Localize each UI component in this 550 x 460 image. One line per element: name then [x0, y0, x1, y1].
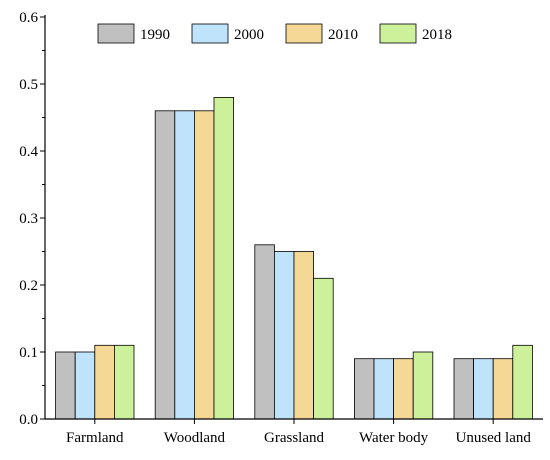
- legend-item-2000: 2000: [191, 23, 264, 44]
- legend-swatch-1990: [97, 23, 135, 44]
- legend-swatch-2000: [191, 23, 229, 44]
- y-tick-label-0-1: 0.1: [19, 345, 38, 361]
- bar-woodland-2000: [174, 110, 195, 420]
- legend-swatch-2018: [379, 23, 417, 44]
- bar-water-body-2010: [393, 358, 414, 420]
- bar-woodland-2010: [193, 110, 215, 420]
- bar-grassland-2010: [293, 251, 315, 420]
- y-tick-label-0-6: 0.6: [19, 10, 38, 26]
- axes-group: Farmland Woodland Grassland Water body Unuse…: [19, 10, 543, 446]
- legend-label-2010: 2010: [328, 27, 358, 43]
- y-tick-label-0-3: 0.3: [19, 211, 38, 227]
- bar-unused-land-2018: [512, 344, 533, 420]
- bar-unused-land-2000: [473, 358, 494, 420]
- bar-woodland-2018: [213, 97, 235, 420]
- bar-farmland-2000: [74, 351, 96, 420]
- bars-group: [55, 97, 533, 420]
- bar-farmland-1990: [55, 351, 76, 420]
- legend-item-2010: 2010: [285, 23, 358, 44]
- bar-water-body-1990: [353, 358, 375, 420]
- legend-label-1990: 1990: [140, 27, 170, 43]
- y-tick-label-0-4: 0.4: [19, 144, 38, 160]
- bar-farmland-2010: [94, 344, 115, 420]
- bar-grassland-2000: [273, 251, 295, 420]
- x-tick-label-woodland: Woodland: [164, 430, 226, 446]
- y-tick-label-0-2: 0.2: [19, 278, 38, 294]
- bar-farmland-2018: [114, 344, 135, 420]
- bar-woodland-1990: [154, 110, 176, 420]
- bar-grassland-2018: [313, 277, 334, 420]
- y-tick-label-0-5: 0.5: [19, 77, 38, 93]
- bar-unused-land-2010: [492, 358, 514, 420]
- legend-swatch-2010: [285, 23, 323, 44]
- bar-water-body-2000: [373, 358, 395, 420]
- x-tick-label-grassland: Grassland: [264, 430, 324, 446]
- bar-water-body-2018: [412, 351, 434, 420]
- legend-label-2018: 2018: [422, 27, 452, 43]
- bar-grassland-1990: [254, 244, 275, 420]
- x-tick-label-unused-land: Unused land: [455, 430, 531, 446]
- legend-item-1990: 1990: [97, 23, 170, 44]
- bar-unused-land-1990: [453, 358, 475, 420]
- legend-item-2018: 2018: [379, 23, 452, 44]
- legend-label-2000: 2000: [234, 27, 264, 43]
- legend: 1990 2000 2010 2018: [97, 23, 452, 44]
- x-tick-label-water-body: Water body: [359, 430, 429, 446]
- y-tick-label-0-0: 0.0: [19, 412, 38, 428]
- x-tick-label-farmland: Farmland: [66, 430, 124, 446]
